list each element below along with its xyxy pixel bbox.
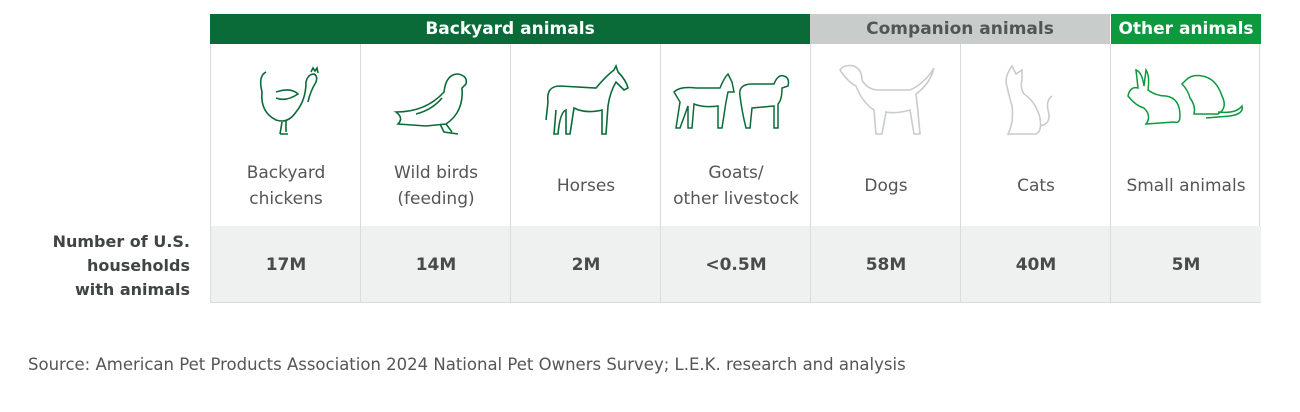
column-value: 40M xyxy=(961,226,1111,303)
column-value: 17M xyxy=(211,226,361,303)
rabbit-rat-icon xyxy=(1127,67,1243,125)
column-label: Backyard chickens xyxy=(246,163,326,209)
column-goats: Goats/ other livestock <0.5M xyxy=(660,44,811,303)
horse-icon xyxy=(545,63,629,135)
column-value: 2M xyxy=(511,226,661,303)
column-label: Wild birds (feeding) xyxy=(394,163,478,209)
source-note: Source: American Pet Products Associatio… xyxy=(28,355,906,374)
column-label: Small animals xyxy=(1126,176,1246,196)
column-label: Horses xyxy=(556,176,616,196)
table-bottom-border xyxy=(210,302,1261,303)
column-label: Goats/ other livestock xyxy=(673,163,799,209)
cat-icon xyxy=(1005,64,1053,135)
column-value: 58M xyxy=(811,226,961,303)
column-cats: Cats 40M xyxy=(960,44,1111,303)
chicken-icon xyxy=(259,65,319,135)
group-header-backyard: Backyard animals xyxy=(210,14,810,44)
bird-icon xyxy=(393,73,468,135)
column-label: Cats xyxy=(1017,176,1055,196)
column-horses: Horses 2M xyxy=(510,44,661,303)
goat-sheep-icon xyxy=(673,72,790,129)
column-label: Dogs xyxy=(864,176,908,196)
column-value: 5M xyxy=(1111,226,1261,303)
column-chickens: Backyard chickens 17M xyxy=(210,44,361,303)
group-header-companion: Companion animals xyxy=(810,14,1110,44)
column-value: <0.5M xyxy=(661,226,811,303)
row-label: Number of U.S. households with animals xyxy=(52,232,190,299)
column-small-animals: Small animals 5M xyxy=(1110,44,1261,303)
column-value: 14M xyxy=(361,226,511,303)
column-dogs: Dogs 58M xyxy=(810,44,961,303)
column-wild-birds: Wild birds (feeding) 14M xyxy=(360,44,511,303)
group-header-other: Other animals xyxy=(1111,14,1261,44)
dog-icon xyxy=(839,64,935,135)
